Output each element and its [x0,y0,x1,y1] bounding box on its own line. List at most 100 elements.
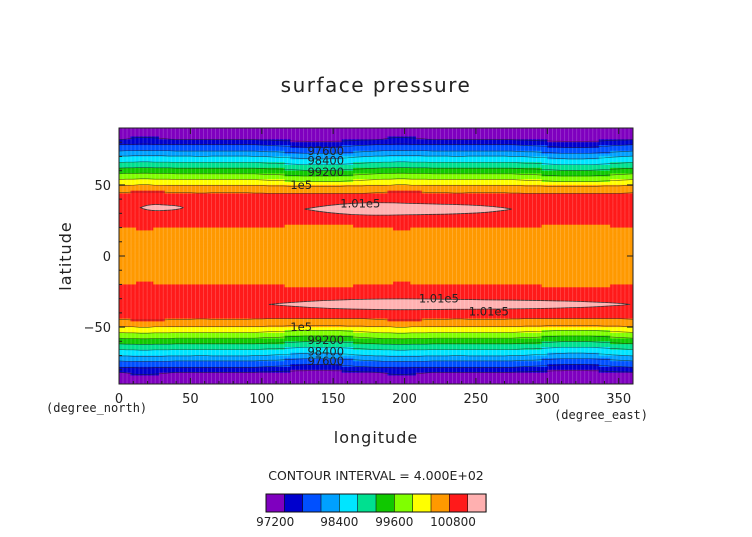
contour-line [119,161,633,165]
contour-band-cell [136,227,154,231]
y-axis-unit: (degree_north) [46,401,147,415]
contour-band-cell [290,352,343,357]
contour-label: 97600 [307,354,344,368]
contour-band-cell [119,364,291,368]
y-axis-label: latitude [56,221,75,290]
contour-lines [119,137,633,375]
contour-label: 99200 [307,333,344,347]
contour-band-cell [119,261,633,266]
colorbar-swatch [449,493,469,513]
contour-band-cell [290,369,343,374]
contour-label: 98400 [307,344,344,358]
contour-band-cell [119,347,286,351]
colorbar-label: 98400 [320,515,358,529]
contour-band-cell [119,227,137,231]
contour-band-cell [119,184,633,189]
contour-band-cell [119,358,286,362]
colorbar-swatch [265,493,285,513]
contour-band-cell [353,358,543,362]
contour-band-cell [353,347,543,351]
high-pressure-cell [304,202,512,216]
x-tick-label: 200 [392,392,417,407]
contour-band-cell [119,335,286,340]
x-axis-label: longitude [334,428,418,447]
contour-band-cell [610,173,633,177]
contour-band-cell [421,318,633,323]
contour-band-cell [119,156,291,160]
y-tick-label: 0 [103,250,111,265]
contour-label: 1e5 [290,178,312,192]
high-pressure-cell [139,204,185,212]
contour-band-cell [158,372,389,377]
contour-band-cell [119,361,633,365]
contour-label: 99200 [307,165,344,179]
contour-band-cell [541,167,611,172]
contour-band-cell [119,176,633,180]
contour-band-cell [119,170,633,175]
contour-band-cell [119,221,633,226]
contour-line [119,347,633,351]
x-tick-label: 350 [606,392,631,407]
contour-band-cell [153,227,394,231]
contour-band-cell [284,167,354,172]
contour-band-cell [119,219,633,223]
colorbar-label: 99600 [375,515,413,529]
x-tick-label: 100 [249,392,274,407]
contour-band-cell [119,256,633,260]
contour-band-cell [119,258,633,263]
contour-band-cell [547,364,600,368]
contour-band-cell [410,227,633,231]
x-tick-label: 250 [464,392,489,407]
contour-band-cell [341,139,548,143]
contour-band-cell [119,372,132,377]
contour-band-cell [393,281,411,286]
contour-band-cell [119,233,633,237]
contour-band-cell [541,150,611,155]
contour-band-cell [341,364,548,368]
contour-band-cell [598,156,633,160]
contour-band-cell [119,273,633,277]
contour-band-cell [119,344,633,348]
contour-band-cell [284,179,354,183]
contour-band-cell [353,150,543,155]
contour-line [119,178,633,182]
contour-label: 1e5 [290,320,312,334]
contour-band-cell [290,139,343,143]
contour-band-cell [119,167,286,172]
contour-band-cell [119,329,286,334]
contour-band-cell [136,281,154,286]
contour-band-cell [119,324,633,328]
y-axis: −50 0 50 [84,141,633,371]
contour-band-cell [547,369,600,374]
contour-band-cell [353,329,543,334]
contour-band-cell [341,369,548,374]
contour-line [119,172,633,177]
contour-line [119,341,633,345]
contour-band-cell [119,150,286,155]
contour-band-cell [393,227,411,231]
contour-band-cell [158,136,389,140]
x-tick-label: 150 [321,392,346,407]
contour-band-cell [353,179,543,183]
contour-band-cell [541,341,611,345]
contour-band-cell [119,216,633,220]
contour-band-cell [130,136,160,140]
contour-band-cell [284,173,354,177]
contour-line [119,330,633,334]
contour-band-cell [610,179,633,183]
contour-line [119,335,633,340]
contour-line [119,364,633,369]
contour-label: 97600 [307,144,344,158]
contour-band-cell [421,190,633,195]
contour-band-cell [541,284,611,288]
contour-band-cell [119,349,633,354]
contour-label: 98400 [307,154,344,168]
contour-band-cell [119,318,132,323]
contour-band-cell [353,224,543,229]
contour-band-cell [119,130,633,135]
y-tick-label: −50 [84,321,111,336]
contour-band-cell [353,335,543,340]
contour-band-cell [387,318,423,323]
contour-band-cell [353,284,543,288]
contour-band-cell [119,332,633,337]
